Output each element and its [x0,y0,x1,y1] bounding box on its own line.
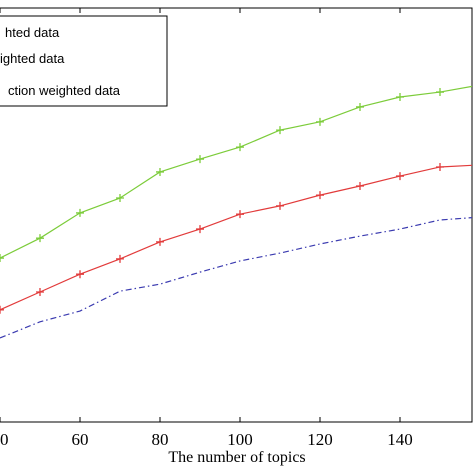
point-marker [0,254,4,263]
point-marker [396,93,404,102]
x-tick-label: 80 [152,430,169,449]
point-marker [116,254,124,263]
point-marker [276,126,284,135]
point-marker [316,117,324,126]
legend-box [0,15,168,107]
point-marker [76,208,84,217]
legend-label: ighted data [0,51,65,66]
point-marker [356,102,364,111]
point-marker [356,182,364,191]
point-marker [36,288,44,297]
x-tick-label: 100 [227,430,253,449]
plot-area [0,85,472,339]
point-marker [116,194,124,203]
point-marker [0,305,4,314]
x-tick-label: 120 [307,430,333,449]
point-marker [316,191,324,200]
point-marker [156,167,164,176]
x-tick-label: 60 [72,430,89,449]
x-tick-label: 40 [0,430,9,449]
point-marker [236,210,244,219]
point-marker [276,201,284,210]
point-marker [36,234,44,243]
legend-label: ction weighted data [8,83,121,98]
x-axis: 40 60 80 100 120 140 [0,8,413,449]
point-marker [396,172,404,181]
point-marker [196,225,204,234]
plot-frame [0,7,473,423]
x-axis-label: The number of topics [168,449,305,466]
point-marker [436,88,444,97]
point-marker [436,162,444,171]
x-tick-label: 140 [387,430,413,449]
series-line [0,85,472,259]
series-line [0,164,472,311]
point-marker [156,237,164,246]
point-marker [76,270,84,279]
point-marker [236,143,244,152]
series-line [0,217,472,339]
legend-label: hted data [5,25,60,40]
legend: hted data ighted data ction weighted data [0,25,121,98]
point-marker [196,155,204,164]
